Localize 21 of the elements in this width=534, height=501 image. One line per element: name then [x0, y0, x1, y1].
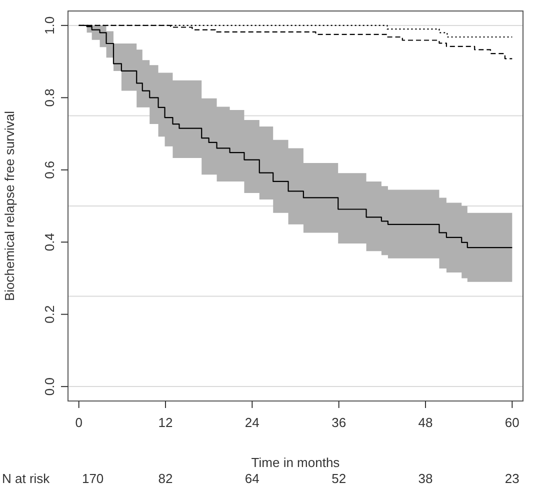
text: 52	[332, 471, 346, 486]
y-axis-title: Biochemical relapse free survival	[2, 110, 17, 302]
x-tick-label: 12	[158, 415, 173, 430]
x-tick-label: 0	[75, 415, 82, 430]
text: 23	[504, 471, 520, 486]
y-tick-label: 0.2	[42, 305, 57, 324]
text: N at risk	[2, 471, 50, 486]
x-tick-label: 60	[504, 415, 520, 430]
x-tick-label: 24	[244, 415, 260, 430]
y-tick-label: 0.8	[42, 88, 57, 107]
text: 170	[82, 471, 104, 486]
x-tick-label: 48	[418, 415, 433, 430]
text: 82	[158, 471, 173, 486]
text: 64	[244, 471, 260, 486]
y-tick-label: 1.0	[42, 16, 57, 34]
y-tick-label: 0.4	[42, 233, 57, 252]
y-tick-label: 0.6	[42, 160, 57, 179]
y-tick-label: 0.0	[42, 378, 57, 396]
x-tick-label: 36	[332, 415, 346, 430]
text: 38	[418, 471, 433, 486]
x-axis-title: Time in months	[251, 455, 340, 470]
